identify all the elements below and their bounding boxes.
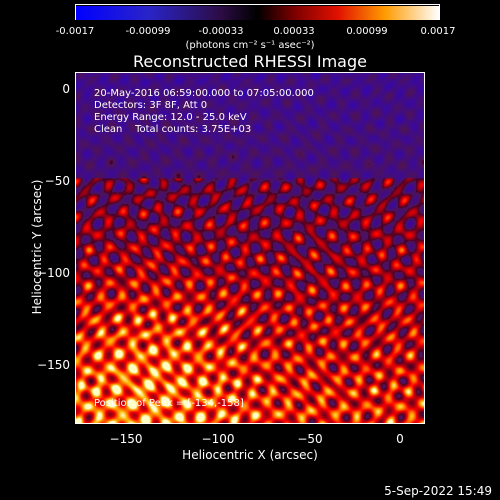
colorbar-tick-label: 0.00099 [346,26,388,37]
energy-range-label: Energy Range: 12.0 - 25.0 keV [94,112,247,123]
detectors-label: Detectors: 3F 8F, Att 0 [94,100,208,111]
date-stamp: 5-Sep-2022 15:49 [384,484,492,498]
colorbar-tick-label: -0.00033 [198,26,244,37]
time-range-label: 20-May-2016 06:59:00.000 to 07:05:00.000 [94,88,314,99]
x-tick-label: −50 [297,432,323,446]
colorbar-tick-label: -0.0017 [55,26,95,37]
colorbar-tick-label: 0.0017 [420,26,456,37]
x-tick-label: −100 [201,432,235,446]
colorbar [75,4,440,20]
y-tick-label: −150 [37,358,70,372]
x-tick-label: 0 [396,432,404,446]
colorbar-units: (photons cm⁻² s⁻¹ asec⁻²) [185,40,315,51]
x-axis-label: Heliocentric X (arcsec) [182,448,318,462]
y-tick-label: −50 [44,174,70,188]
colorbar-gradient [76,6,439,20]
y-axis-label: Heliocentric Y (arcsec) [30,179,44,315]
colorbar-tick-label: -0.00099 [125,26,171,37]
y-tick-label: −100 [37,266,70,280]
peak-position-label: Position of Peak = [-134,-158] [94,398,244,409]
plot-title: Reconstructed RHESSI Image [133,52,367,71]
colorbar-tick-label: 0.00033 [273,26,315,37]
x-tick-label: −150 [109,432,143,446]
rhessi-image [76,73,424,423]
clean-counts-label: Clean Total counts: 3.75E+03 [94,124,252,135]
image-plot [75,72,425,424]
y-tick-label: 0 [62,82,70,96]
